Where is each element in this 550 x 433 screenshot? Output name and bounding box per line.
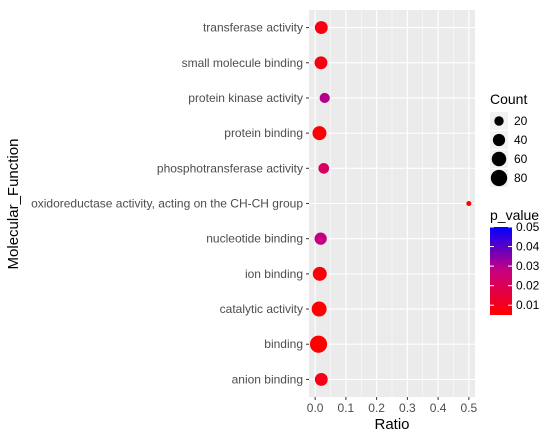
x-axis: 0.0 0.1 0.2 0.3 0.4 0.5 [307, 397, 478, 415]
y-tick-label: oxidoreductase activity, acting on the C… [31, 197, 303, 211]
data-point [312, 266, 327, 281]
data-point [466, 200, 472, 207]
x-tick-label: 0.4 [430, 401, 447, 415]
size-legend-dot [490, 169, 508, 187]
size-legend-label: 20 [514, 114, 528, 128]
color-legend-label: 0.01 [516, 298, 540, 312]
color-legend: p_value 0.01 0.02 0.03 0.04 0.05 [490, 207, 540, 315]
data-point [314, 56, 328, 70]
color-legend-label: 0.04 [516, 240, 540, 254]
data-point [319, 92, 330, 104]
y-tick-label: protein binding [224, 126, 303, 140]
size-legend-title: Count [490, 91, 527, 107]
data-points [309, 21, 472, 386]
size-legend-dot [494, 116, 504, 126]
x-tick-label: 0.3 [399, 401, 416, 415]
y-tick-label: nucleotide binding [206, 232, 303, 246]
size-legend-dot [491, 151, 507, 167]
size-legend-label: 60 [514, 152, 528, 166]
x-tick-label: 0.1 [338, 401, 355, 415]
x-tick-label: 0.0 [307, 401, 324, 415]
x-tick-label: 0.2 [368, 401, 385, 415]
data-point [314, 372, 328, 386]
size-legend-label: 80 [514, 171, 528, 185]
data-point [311, 301, 327, 317]
color-bar [490, 227, 512, 315]
y-tick-label: catalytic activity [220, 302, 303, 316]
x-tick-label: 0.5 [461, 401, 478, 415]
y-tick-label: phosphotransferase activity [157, 161, 303, 175]
y-axis: transferase activity small molecule bindi… [31, 21, 309, 386]
y-axis-title: Molecular_Function [5, 139, 22, 270]
size-legend-dot [492, 133, 506, 147]
color-legend-label: 0.03 [516, 259, 540, 273]
size-legend-label: 40 [514, 133, 528, 147]
data-point [312, 126, 327, 141]
size-legend: Count 20 40 60 80 [490, 91, 528, 187]
y-tick-label: protein kinase activity [188, 91, 303, 105]
data-point [318, 162, 330, 174]
color-legend-label: 0.05 [516, 220, 540, 234]
data-point [314, 21, 328, 35]
y-tick-label: binding [264, 337, 303, 351]
y-tick-label: small molecule binding [182, 56, 303, 70]
x-axis-title: Ratio [374, 416, 409, 433]
data-point [314, 232, 327, 245]
y-tick-label: ion binding [245, 267, 303, 281]
y-tick-label: anion binding [232, 372, 303, 386]
data-point [309, 335, 328, 353]
color-legend-title: p_value [490, 207, 539, 223]
color-legend-label: 0.02 [516, 279, 540, 293]
y-tick-label: transferase activity [203, 21, 303, 35]
